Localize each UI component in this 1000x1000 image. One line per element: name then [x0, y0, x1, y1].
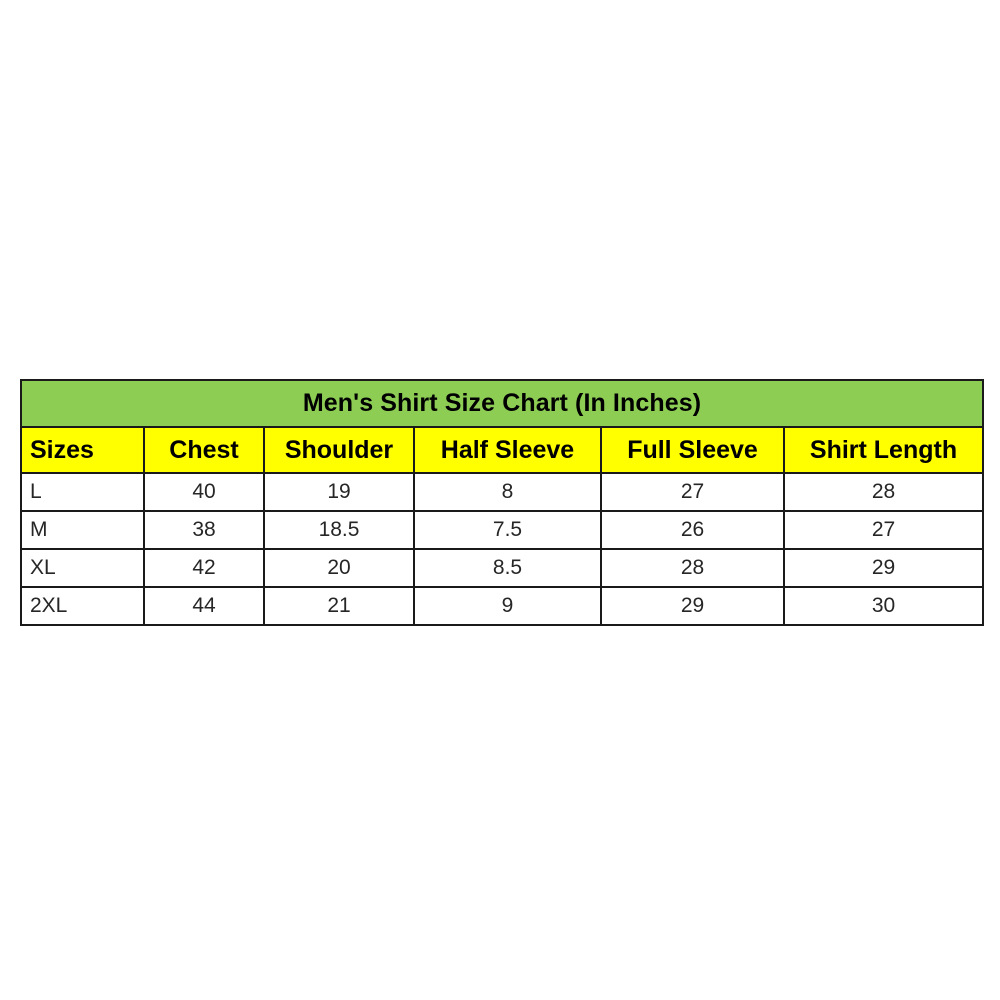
- column-header-row: Sizes Chest Shoulder Half Sleeve Full Sl…: [20, 426, 984, 474]
- cell-size: L: [20, 472, 145, 512]
- cell-full-sleeve: 29: [600, 586, 785, 626]
- column-header-shirt-length: Shirt Length: [783, 426, 984, 474]
- cell-size: 2XL: [20, 586, 145, 626]
- column-header-half-sleeve: Half Sleeve: [413, 426, 602, 474]
- cell-shoulder: 19: [263, 472, 415, 512]
- cell-shoulder: 18.5: [263, 510, 415, 550]
- cell-half-sleeve: 7.5: [413, 510, 602, 550]
- size-chart-table: Men's Shirt Size Chart (In Inches) Sizes…: [20, 379, 984, 626]
- cell-shoulder: 21: [263, 586, 415, 626]
- cell-chest: 40: [143, 472, 265, 512]
- cell-shirt-length: 30: [783, 586, 984, 626]
- column-header-shoulder: Shoulder: [263, 426, 415, 474]
- table-row: L 40 19 8 27 28: [20, 472, 984, 512]
- size-chart-container: Men's Shirt Size Chart (In Inches) Sizes…: [20, 379, 984, 626]
- cell-chest: 44: [143, 586, 265, 626]
- cell-shirt-length: 28: [783, 472, 984, 512]
- cell-size: M: [20, 510, 145, 550]
- chart-title-row: Men's Shirt Size Chart (In Inches): [20, 379, 984, 428]
- cell-chest: 42: [143, 548, 265, 588]
- cell-shirt-length: 27: [783, 510, 984, 550]
- column-header-sizes: Sizes: [20, 426, 145, 474]
- cell-shoulder: 20: [263, 548, 415, 588]
- cell-half-sleeve: 8.5: [413, 548, 602, 588]
- table-row: 2XL 44 21 9 29 30: [20, 586, 984, 626]
- cell-half-sleeve: 8: [413, 472, 602, 512]
- cell-full-sleeve: 28: [600, 548, 785, 588]
- cell-full-sleeve: 26: [600, 510, 785, 550]
- cell-chest: 38: [143, 510, 265, 550]
- table-row: M 38 18.5 7.5 26 27: [20, 510, 984, 550]
- column-header-chest: Chest: [143, 426, 265, 474]
- table-row: XL 42 20 8.5 28 29: [20, 548, 984, 588]
- cell-half-sleeve: 9: [413, 586, 602, 626]
- column-header-full-sleeve: Full Sleeve: [600, 426, 785, 474]
- cell-full-sleeve: 27: [600, 472, 785, 512]
- chart-title: Men's Shirt Size Chart (In Inches): [20, 379, 984, 428]
- cell-shirt-length: 29: [783, 548, 984, 588]
- cell-size: XL: [20, 548, 145, 588]
